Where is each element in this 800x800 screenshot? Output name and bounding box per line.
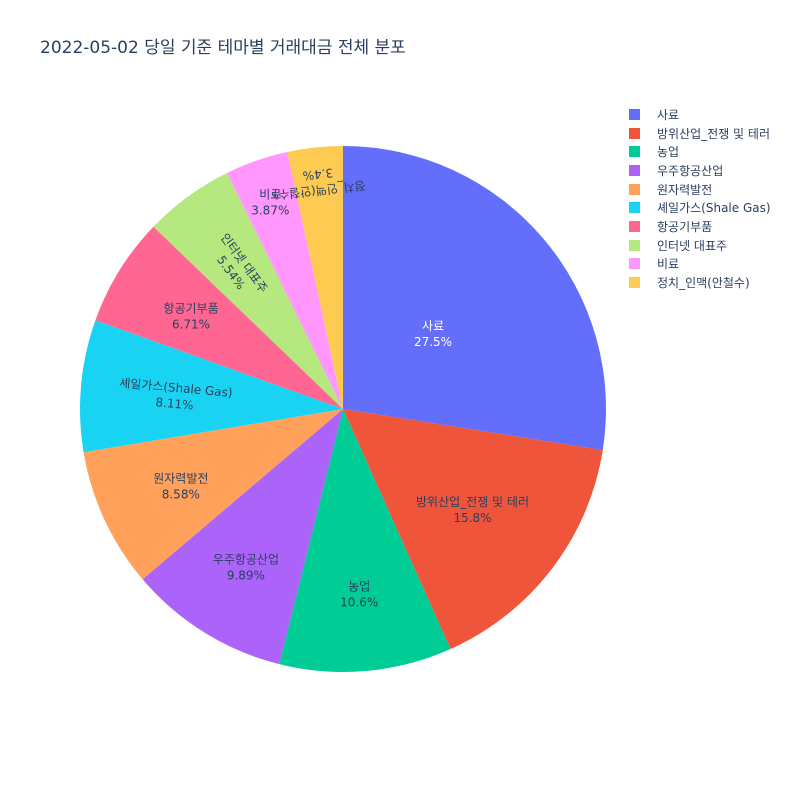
pie-slice[interactable]: [142, 409, 343, 665]
legend-swatch: [629, 127, 640, 139]
legend-item[interactable]: 방위산업_전쟁 및 테러: [629, 124, 771, 143]
pie-slice[interactable]: [83, 409, 343, 580]
slice-label-percent: 15.8%: [453, 511, 491, 525]
chart-title: 2022-05-02 당일 기준 테마별 거래대금 전체 분포: [40, 38, 406, 58]
legend-item[interactable]: 셰일가스(Shale Gas): [629, 198, 771, 217]
legend-swatch: [629, 146, 640, 158]
legend-item[interactable]: 항공기부품: [629, 217, 771, 236]
legend-label: 정치_인맥(안철수): [657, 276, 750, 291]
slice-label: 방위산업_전쟁 및 테러 15.8%: [416, 495, 529, 525]
legend-item[interactable]: 비료: [629, 255, 771, 274]
slice-label-percent: 27.5%: [414, 335, 452, 349]
slice-label-name: 방위산업_전쟁 및 테러: [416, 495, 529, 509]
pie-slice[interactable]: [343, 146, 606, 451]
legend-swatch: [629, 258, 640, 270]
slice-label-percent: 6.71%: [172, 318, 210, 332]
legend-swatch: [629, 183, 640, 195]
slice-label-percent: 8.58%: [162, 487, 200, 501]
slice-label-percent: 3.4%: [302, 166, 334, 183]
slice-label-name: 사료: [422, 319, 444, 333]
pie-slice[interactable]: [227, 151, 343, 410]
slice-label: 비료 3.87%: [251, 187, 289, 217]
slice-label: 농업 10.6%: [340, 579, 378, 609]
slice-label-percent: 3.87%: [251, 203, 289, 217]
slice-label-name: 원자력발전: [153, 471, 208, 485]
pie-slice[interactable]: [279, 409, 451, 672]
legend-item[interactable]: 인터넷 대표주: [629, 236, 771, 255]
legend-swatch: [629, 164, 640, 176]
legend-swatch: [629, 239, 640, 251]
legend-swatch: [629, 108, 640, 120]
pie-slice[interactable]: [153, 172, 343, 409]
legend-swatch: [629, 277, 640, 289]
slice-label-percent: 9.89%: [227, 568, 265, 582]
slice-label: 원자력발전 8.58%: [153, 471, 208, 501]
legend-item[interactable]: 원자력발전: [629, 180, 771, 199]
legend-swatch: [629, 202, 640, 214]
legend-label: 농업: [657, 145, 680, 160]
legend-label: 방위산업_전쟁 및 테러: [657, 126, 770, 141]
slice-label-name: 우주항공산업: [213, 552, 279, 566]
legend-label: 우주항공산업: [657, 163, 724, 178]
legend-label: 인터넷 대표주: [657, 238, 728, 253]
slice-label: 항공기부품 6.71%: [163, 302, 218, 332]
slice-label-percent: 8.11%: [155, 395, 194, 412]
legend-label: 원자력발전: [657, 182, 713, 197]
slice-label-name: 항공기부품: [163, 302, 218, 316]
slice-label-name: 비료: [259, 187, 281, 201]
legend-item[interactable]: 정치_인맥(안철수): [629, 273, 771, 292]
legend-label: 비료: [657, 257, 680, 272]
slice-label-name: 농업: [348, 579, 370, 593]
slice-label-percent: 10.6%: [340, 595, 378, 609]
slice-label: 우주항공산업 9.89%: [213, 552, 279, 582]
slice-label: 사료 27.5%: [414, 319, 452, 349]
pie-slice[interactable]: [95, 226, 343, 409]
pie-slice[interactable]: [287, 146, 343, 409]
legend-item[interactable]: 농업: [629, 142, 771, 161]
legend-label: 사료: [657, 107, 680, 122]
legend-item[interactable]: 사료: [629, 105, 771, 124]
legend-label: 항공기부품: [657, 219, 713, 234]
pie-slice[interactable]: [79, 320, 344, 453]
pie-slice[interactable]: [343, 409, 603, 650]
legend-item[interactable]: 우주항공산업: [629, 161, 771, 180]
legend-swatch: [629, 220, 640, 232]
pie-slices: [79, 146, 606, 672]
legend-label: 셰일가스(Shale Gas): [657, 201, 771, 216]
